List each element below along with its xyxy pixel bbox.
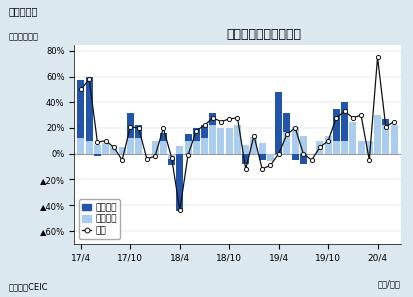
Bar [292, 154, 299, 160]
Bar [300, 136, 307, 154]
Bar [341, 102, 348, 141]
Bar [185, 141, 192, 154]
Bar [242, 145, 249, 154]
Bar [358, 141, 365, 154]
Bar [292, 127, 299, 154]
Bar [160, 133, 167, 141]
Bar [267, 154, 274, 161]
Bar [382, 125, 389, 154]
Bar [160, 141, 167, 154]
Bar [259, 154, 266, 160]
Bar [102, 143, 109, 154]
Bar [325, 136, 332, 154]
Bar [110, 146, 117, 154]
Text: （前年度比）: （前年度比） [8, 33, 38, 42]
Bar [349, 121, 356, 154]
Bar [135, 138, 142, 154]
Bar [234, 125, 241, 154]
Bar [374, 115, 381, 154]
Bar [168, 159, 175, 165]
Bar [366, 141, 373, 154]
Bar [185, 135, 192, 141]
Bar [135, 125, 142, 138]
Bar [152, 141, 159, 154]
Bar [85, 141, 93, 154]
Bar [85, 77, 93, 141]
Title: 連邦政府の歳出の推移: 連邦政府の歳出の推移 [226, 29, 301, 41]
Bar [382, 119, 389, 125]
Bar [168, 154, 175, 159]
Bar [209, 113, 216, 125]
Bar [250, 137, 257, 154]
Bar [283, 113, 290, 132]
Bar [77, 80, 84, 138]
Bar [333, 141, 340, 154]
Bar [333, 109, 340, 141]
Bar [94, 154, 101, 156]
Bar [226, 128, 233, 154]
Bar [259, 143, 266, 154]
Text: （資料）CEIC: （資料）CEIC [8, 282, 48, 291]
Bar [193, 128, 200, 141]
Bar [193, 141, 200, 154]
Text: （図表４）: （図表４） [8, 6, 38, 16]
Bar [201, 125, 208, 138]
Bar [316, 141, 323, 154]
Bar [94, 145, 101, 154]
Bar [176, 146, 183, 154]
Bar [341, 141, 348, 154]
Bar [176, 154, 183, 211]
Bar [275, 92, 282, 154]
Bar [391, 125, 398, 154]
Bar [127, 138, 134, 154]
Bar [300, 154, 307, 164]
Bar [283, 132, 290, 154]
Bar [119, 147, 126, 154]
Bar [209, 125, 216, 154]
Bar [242, 154, 249, 164]
Bar [127, 113, 134, 138]
Bar [201, 138, 208, 154]
Bar [218, 128, 225, 154]
Legend: 資本支出, 経常支出, 歳出: 資本支出, 経常支出, 歳出 [79, 199, 120, 239]
Text: （年/月）: （年/月） [378, 279, 401, 288]
Bar [77, 138, 84, 154]
